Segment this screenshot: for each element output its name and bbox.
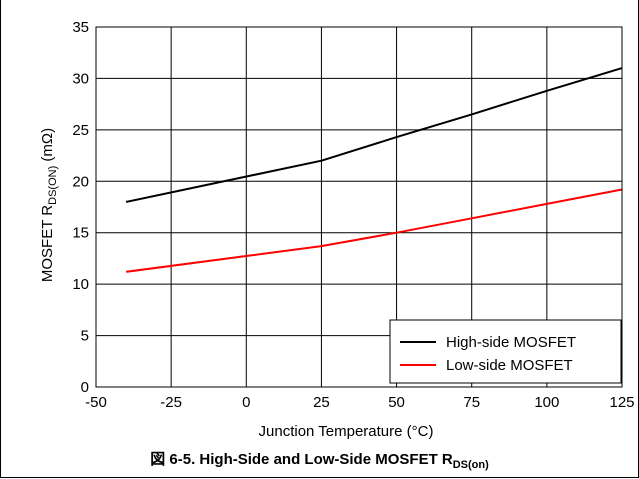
x-tick-label: 100 [534, 394, 559, 411]
series-lines [125, 67, 623, 273]
y-tick-label: 20 [72, 173, 89, 190]
x-tick-label: 0 [242, 394, 250, 411]
rdson-chart: -50 -25 0 25 50 75 100 125 0 5 10 15 20 25 30 35 Junct… [39, 19, 635, 440]
x-tick-label: 50 [388, 394, 405, 411]
y-tick-label: 15 [72, 225, 89, 242]
y-tick-label: 30 [72, 70, 89, 87]
legend-label-high-side: High-side MOSFET [446, 334, 576, 351]
caption-text: 図 6-5. High-Side and Low-Side MOSFET R [150, 451, 453, 468]
x-tick-label: -50 [85, 394, 107, 411]
x-tick-labels: -50 -25 0 25 50 75 100 125 [85, 394, 634, 411]
y-tick-label: 25 [72, 122, 89, 139]
legend-box [389, 319, 622, 384]
x-axis-title: Junction Temperature (°C) [259, 423, 434, 440]
legend-label-low-side: Low-side MOSFET [446, 357, 573, 374]
legend: High-side MOSFET Low-side MOSFET [389, 319, 622, 384]
x-tick-label: 75 [463, 394, 480, 411]
x-tick-label: 25 [313, 394, 330, 411]
y-tick-label: 0 [81, 379, 89, 396]
y-axis-title: MOSFET RDS(ON) (mΩ) [39, 128, 59, 282]
plot-area-border [95, 26, 623, 388]
y-axis-title-prefix: MOSFET R [39, 205, 56, 282]
caption-subscript: DS(on) [452, 459, 489, 471]
y-tick-labels: 0 5 10 15 20 25 30 35 [72, 19, 89, 396]
series-line-high-side [125, 67, 623, 203]
x-tick-label: -25 [160, 394, 182, 411]
y-tick-label: 35 [72, 19, 89, 36]
figure-caption: 図 6-5. High-Side and Low-Side MOSFET RDS… [0, 448, 639, 471]
y-axis-title-suffix: (mΩ) [39, 128, 56, 166]
y-axis-title-subscript: DS(ON) [47, 166, 59, 205]
y-tick-label: 5 [81, 328, 89, 345]
x-tick-label: 125 [609, 394, 634, 411]
series-line-low-side [125, 188, 623, 273]
y-tick-label: 10 [72, 276, 89, 293]
